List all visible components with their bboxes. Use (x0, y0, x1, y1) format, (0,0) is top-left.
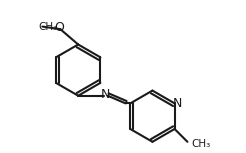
Text: N: N (172, 97, 182, 110)
Text: O: O (54, 21, 64, 34)
Text: CH₃: CH₃ (191, 139, 211, 149)
Text: CH₃: CH₃ (39, 22, 58, 32)
Text: N: N (100, 88, 110, 101)
